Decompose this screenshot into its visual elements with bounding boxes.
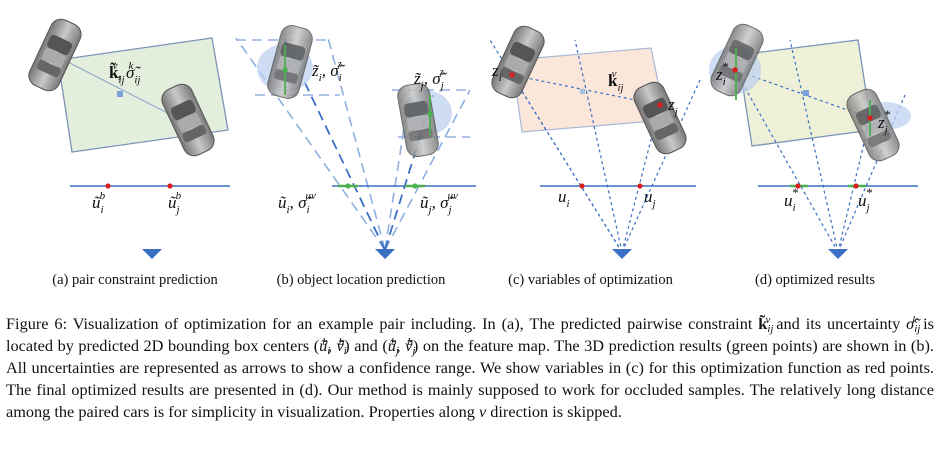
math-ui: ũib, ṽib	[319, 336, 347, 357]
label-zi-d: zi*	[715, 59, 729, 88]
point-zi-c	[509, 72, 515, 78]
label-ui-b: ũi, σ̃iuv	[278, 190, 316, 216]
label-zj-b: z̃j, σ̃jz	[413, 66, 448, 92]
math-sigma: σ̃ijk	[906, 314, 921, 335]
camera-c	[612, 249, 632, 259]
figure-caption: Figure 6: Visualization of optimization …	[6, 314, 934, 421]
point-uj-c	[637, 183, 643, 189]
label-uj-a: ũjb	[168, 190, 182, 216]
point-zj-c	[657, 102, 663, 108]
point-uj-a	[167, 183, 173, 189]
camera-b	[375, 249, 395, 259]
point-uj-d	[853, 183, 859, 189]
label-zi-c: zi	[491, 61, 502, 84]
pair-center-a	[117, 91, 123, 97]
point-zi-b	[282, 67, 288, 73]
point-ui-a	[105, 183, 111, 189]
point-zj-b	[427, 111, 433, 117]
math-uj: ũjb, ṽjb	[387, 336, 416, 357]
subcaption-d: (d) optimized results	[754, 272, 875, 288]
label-zj-d: zj*	[877, 107, 891, 136]
math-k: k̃ijv	[758, 314, 774, 335]
figure: k̃ijv, σ̃ijk ũib ũjb z̃i, σ̃iz z̃j, σ̃jz…	[24, 15, 918, 288]
camera-d	[828, 249, 848, 259]
point-zj-d	[867, 115, 873, 121]
label-k-c: kijv	[608, 68, 624, 94]
point-ui-b	[345, 183, 351, 189]
label-ui-d: ui*	[784, 185, 799, 214]
label-zj-c: zj	[667, 95, 678, 118]
subcaption-a: (a) pair constraint prediction	[52, 272, 218, 288]
point-uj-b	[412, 183, 418, 189]
math-v: v	[478, 402, 487, 421]
label-uj-b: ũj, σ̃juv	[420, 190, 458, 216]
panel-a	[24, 15, 230, 259]
point-ui-c	[579, 183, 585, 189]
panel-d	[706, 20, 918, 259]
panel-b	[235, 22, 476, 259]
subcaption-c: (c) variables of optimization	[508, 272, 673, 288]
label-uj-c: uj	[644, 187, 656, 210]
pair-link-a	[59, 57, 186, 123]
point-zi-d	[732, 67, 738, 73]
label-zi-b: z̃i, σ̃iz	[311, 58, 346, 84]
label-ui-a: ũib	[92, 190, 106, 216]
figure-canvas: k̃ijv, σ̃ijk ũib ũjb z̃i, σ̃iz z̃j, σ̃jz…	[24, 15, 918, 259]
point-ui-d	[795, 183, 801, 189]
panel-c	[487, 22, 701, 259]
label-ui-c: ui	[558, 187, 570, 210]
label-uj-d: uj*	[858, 185, 873, 214]
camera-a	[142, 249, 162, 259]
subcaption-b: (b) object location prediction	[276, 272, 446, 288]
